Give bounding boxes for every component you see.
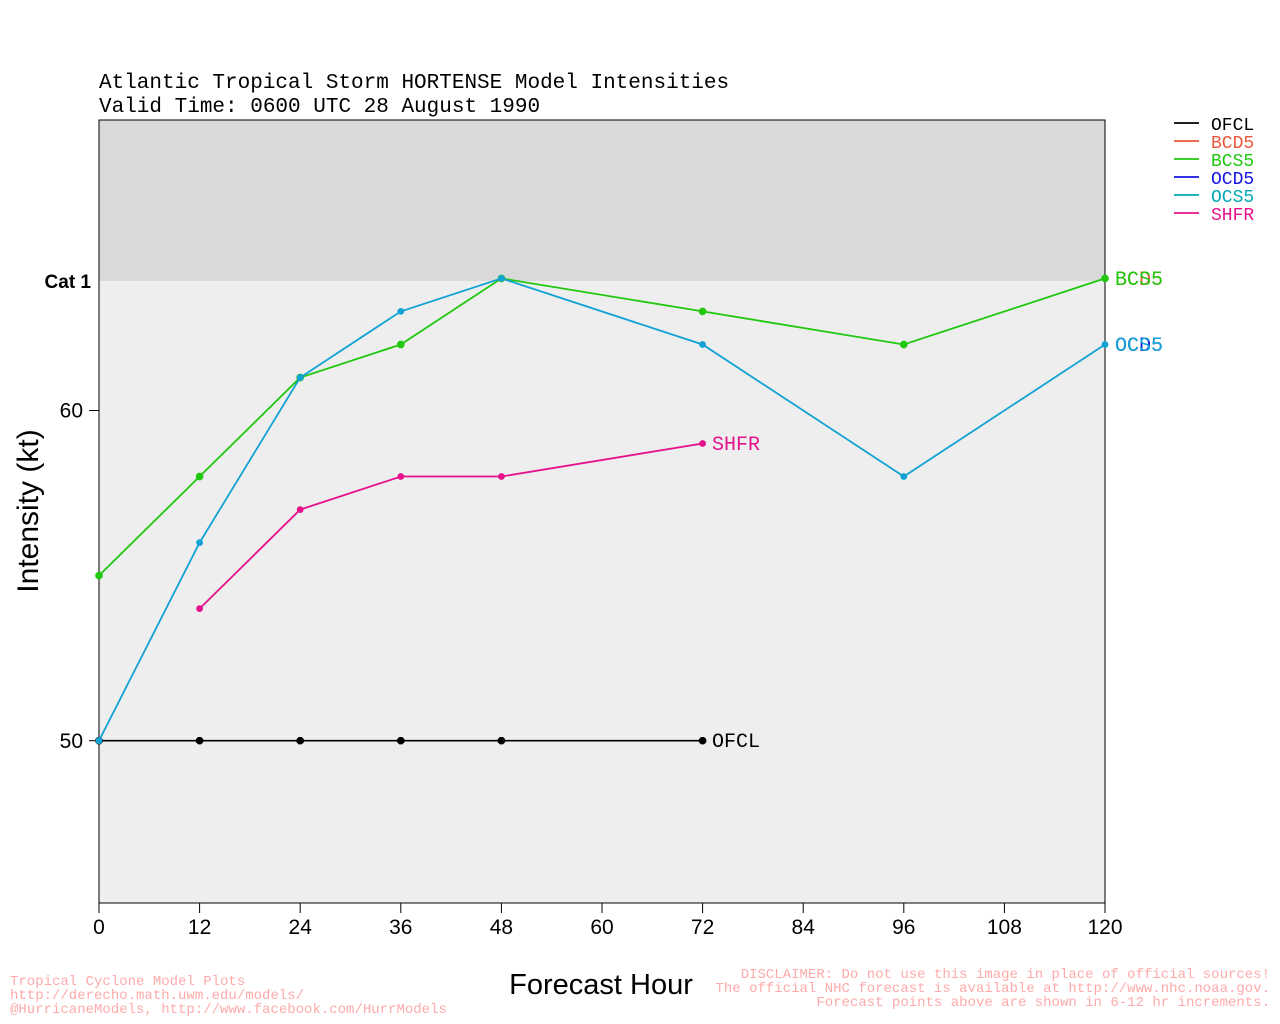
svg-text:SHFR: SHFR: [712, 434, 760, 457]
svg-text:OFCL: OFCL: [1211, 116, 1254, 136]
svg-text:OCS5: OCS5: [1115, 335, 1163, 358]
svg-text:120: 120: [1087, 916, 1122, 939]
svg-text:24: 24: [289, 916, 313, 939]
svg-text:72: 72: [691, 916, 714, 939]
svg-text:60: 60: [60, 400, 83, 423]
svg-text:OCD5: OCD5: [1211, 170, 1254, 190]
svg-text:OFCL: OFCL: [712, 731, 760, 754]
svg-text:60: 60: [590, 916, 613, 939]
svg-text:48: 48: [490, 916, 513, 939]
svg-text:0: 0: [93, 916, 105, 939]
svg-text:36: 36: [389, 916, 412, 939]
svg-text:Forecast points above are show: Forecast points above are shown in 6-12 …: [816, 995, 1270, 1011]
svg-text:BCS5: BCS5: [1115, 269, 1163, 292]
svg-text:BCD5: BCD5: [1211, 134, 1254, 154]
svg-text:84: 84: [792, 916, 816, 939]
svg-text:108: 108: [987, 916, 1022, 939]
svg-text:Atlantic Tropical Storm HORTEN: Atlantic Tropical Storm HORTENSE Model I…: [99, 72, 729, 95]
svg-text:@HurricaneModels, http://www.f: @HurricaneModels, http://www.facebook.co…: [10, 1002, 447, 1018]
svg-text:50: 50: [60, 730, 83, 753]
svg-text:96: 96: [892, 916, 915, 939]
svg-text:Intensity (kt): Intensity (kt): [12, 429, 45, 592]
svg-text:OCS5: OCS5: [1211, 188, 1254, 208]
svg-text:12: 12: [188, 916, 211, 939]
svg-text:Forecast Hour: Forecast Hour: [509, 969, 693, 1001]
svg-text:BCS5: BCS5: [1211, 152, 1254, 172]
svg-text:SHFR: SHFR: [1211, 206, 1254, 226]
svg-text:Valid Time: 0600 UTC 28 August: Valid Time: 0600 UTC 28 August 1990: [99, 96, 540, 119]
svg-text:Cat 1: Cat 1: [45, 272, 92, 293]
